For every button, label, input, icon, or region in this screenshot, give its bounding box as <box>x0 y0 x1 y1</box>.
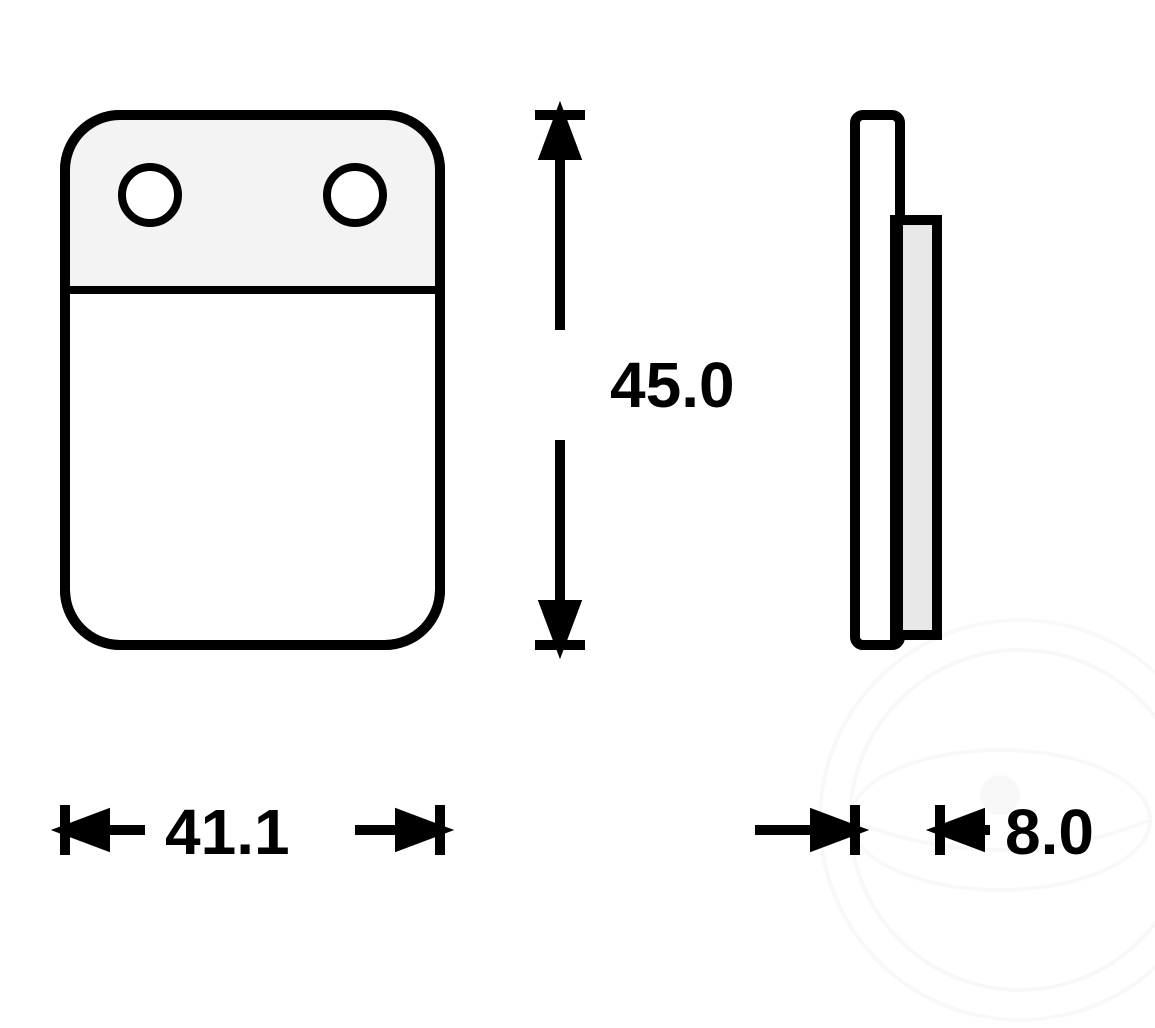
height-dimension <box>535 115 585 645</box>
width-label: 41.1 <box>165 795 290 869</box>
height-label: 45.0 <box>610 348 735 422</box>
diagram-canvas: 45.0 41.1 8.0 <box>0 0 1155 1028</box>
front-view <box>65 115 440 645</box>
side-view <box>855 115 937 645</box>
thickness-label: 8.0 <box>1005 795 1094 869</box>
diagram-svg <box>0 0 1155 1028</box>
watermark <box>820 620 1155 1020</box>
pad-hole-right <box>327 167 383 223</box>
pad-hole-left <box>122 167 178 223</box>
